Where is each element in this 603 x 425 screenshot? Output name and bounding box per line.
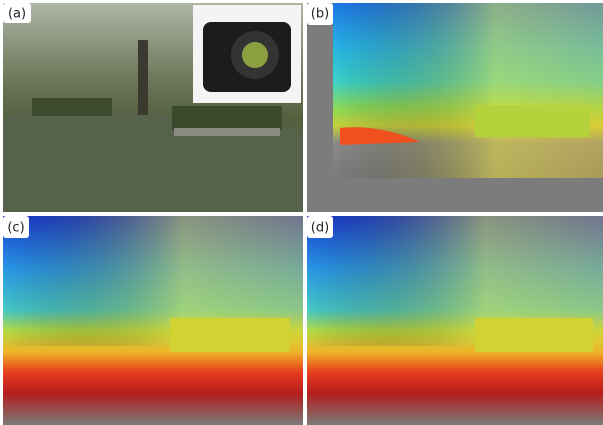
panel-label: (d) — [311, 221, 329, 236]
panel-a: (a) — [3, 3, 303, 212]
panel-d: (d) — [307, 216, 603, 425]
panel-c: (c) — [3, 216, 303, 425]
panel-label: (c) — [7, 221, 24, 236]
panel-label: (b) — [311, 7, 329, 22]
panel-label: (a) — [8, 7, 26, 22]
figure: (a) (b) (c) (d) — [0, 0, 603, 425]
panel-b: (b) — [307, 3, 603, 212]
